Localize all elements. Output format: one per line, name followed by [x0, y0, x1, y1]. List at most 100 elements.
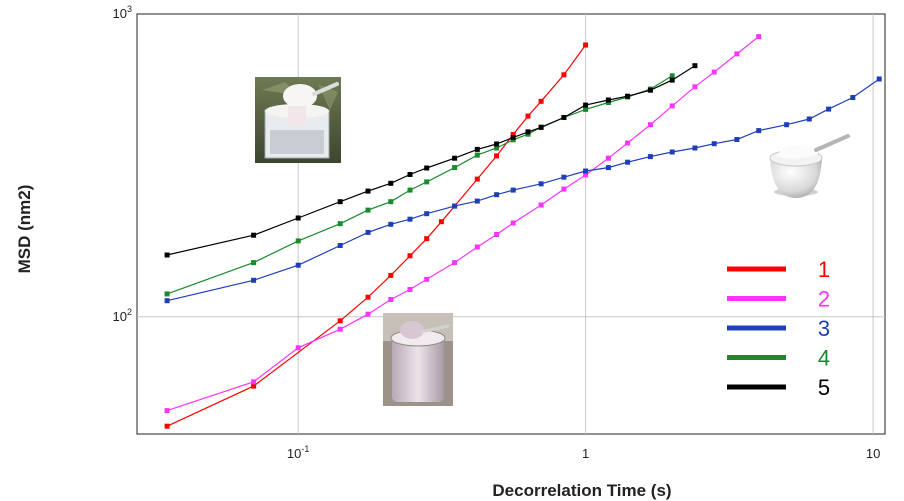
series-2-point-0 — [164, 408, 170, 414]
series-2-point-16 — [625, 140, 631, 146]
series-5-point-20 — [692, 63, 698, 69]
series-2-point-9 — [474, 244, 480, 250]
legend-label-4: 4 — [818, 346, 830, 371]
series-3-point-7 — [424, 211, 430, 217]
series-5-point-16 — [605, 97, 611, 103]
series-2-point-17 — [647, 122, 653, 128]
series-4-point-3 — [337, 221, 343, 227]
series-3-point-23 — [784, 122, 790, 128]
x-tick-label-2: 10 — [866, 446, 880, 461]
series-2-point-3 — [337, 326, 343, 332]
series-1-point-14 — [561, 72, 567, 78]
x-tick-label-0: 10-1 — [287, 444, 309, 461]
series-5-point-2 — [295, 215, 301, 221]
series-5-point-13 — [538, 124, 544, 130]
x-tick-label-1: 1 — [582, 446, 589, 461]
y-tick-label-0: 102 — [113, 307, 132, 324]
series-3-point-0 — [164, 298, 170, 304]
y-tick-label-1: 103 — [113, 4, 132, 21]
series-3-point-13 — [561, 174, 567, 180]
series-3-point-18 — [669, 149, 675, 155]
series-3-point-1 — [251, 277, 257, 283]
series-5-point-7 — [424, 165, 430, 171]
series-3-point-4 — [365, 229, 371, 235]
series-2-point-14 — [583, 172, 589, 178]
series-5-point-14 — [561, 115, 567, 120]
legend-label-1: 1 — [818, 257, 830, 282]
series-1-point-12 — [525, 113, 531, 119]
series-2-point-15 — [605, 155, 611, 161]
series-5-point-10 — [494, 141, 500, 147]
series-2-point-12 — [538, 202, 544, 208]
series-3-point-10 — [494, 192, 500, 198]
series-2-point-22 — [756, 34, 762, 40]
legend-label-5: 5 — [818, 375, 830, 400]
series-3-point-19 — [692, 145, 698, 151]
series-1-point-11 — [510, 132, 516, 137]
series-4-point-7 — [424, 179, 430, 185]
series-3 — [164, 76, 882, 304]
series-1-point-3 — [365, 294, 371, 300]
yogurt-bowl-photo — [769, 134, 850, 198]
series-4-line — [166, 75, 673, 295]
series-2-point-5 — [388, 297, 394, 302]
series-layer — [164, 34, 882, 429]
yogurt-jar-photo — [383, 313, 453, 406]
series-3-point-22 — [756, 128, 762, 134]
series-5-point-19 — [669, 77, 675, 83]
legend-label-2: 2 — [818, 287, 830, 312]
series-3-point-20 — [711, 141, 717, 147]
series-2-point-19 — [692, 84, 698, 90]
series-4-point-6 — [407, 187, 413, 193]
series-5-point-0 — [164, 252, 170, 258]
series-1-point-10 — [494, 153, 500, 159]
series-3-point-11 — [510, 187, 516, 193]
series-4-point-10 — [494, 145, 500, 151]
series-5-point-15 — [583, 102, 589, 108]
series-1-point-6 — [424, 236, 430, 242]
series-4 — [164, 73, 675, 297]
series-1-point-9 — [474, 176, 480, 182]
series-2-point-7 — [424, 276, 430, 282]
series-2-point-6 — [407, 287, 413, 292]
series-4-point-4 — [365, 207, 371, 213]
tick-labels: 10-1 1 10 102 103 — [113, 4, 881, 461]
series-2-point-10 — [494, 232, 500, 237]
series-4-point-5 — [388, 199, 394, 205]
series-5-point-12 — [525, 129, 531, 135]
series-2-point-1 — [251, 379, 257, 385]
y-axis-title: MSD (nm2) — [15, 185, 34, 274]
series-4-point-0 — [164, 291, 170, 297]
series-3-point-8 — [452, 203, 458, 209]
series-3-point-25 — [826, 106, 832, 112]
series-2-point-20 — [711, 69, 717, 75]
series-2-point-8 — [452, 260, 458, 266]
series-3-line — [166, 78, 880, 302]
series-1-point-13 — [538, 98, 544, 104]
series-3-point-14 — [583, 168, 589, 174]
series-2-point-2 — [295, 345, 301, 351]
series-1-point-1 — [251, 383, 257, 389]
series-4-point-8 — [452, 165, 458, 171]
series-5-point-3 — [337, 199, 343, 205]
series-4-point-9 — [474, 152, 480, 158]
series-5-point-1 — [251, 232, 257, 238]
series-3-point-26 — [850, 95, 856, 100]
series-3-point-5 — [388, 221, 394, 227]
spoon-yogurt-cup-photo — [255, 77, 341, 163]
series-3-point-15 — [605, 165, 611, 171]
series-5-point-5 — [388, 180, 394, 186]
series-3-point-9 — [474, 198, 480, 204]
series-3-point-3 — [337, 243, 343, 248]
series-2 — [164, 34, 762, 414]
series-5 — [164, 63, 698, 258]
series-5-point-17 — [625, 93, 631, 99]
series-3-point-6 — [407, 216, 413, 222]
legend: 1 2 3 4 5 — [727, 257, 830, 400]
series-5-point-6 — [407, 172, 413, 177]
series-1-point-4 — [388, 272, 394, 278]
series-5-point-18 — [647, 87, 653, 93]
series-3-point-21 — [734, 137, 740, 142]
legend-label-3: 3 — [818, 316, 830, 341]
